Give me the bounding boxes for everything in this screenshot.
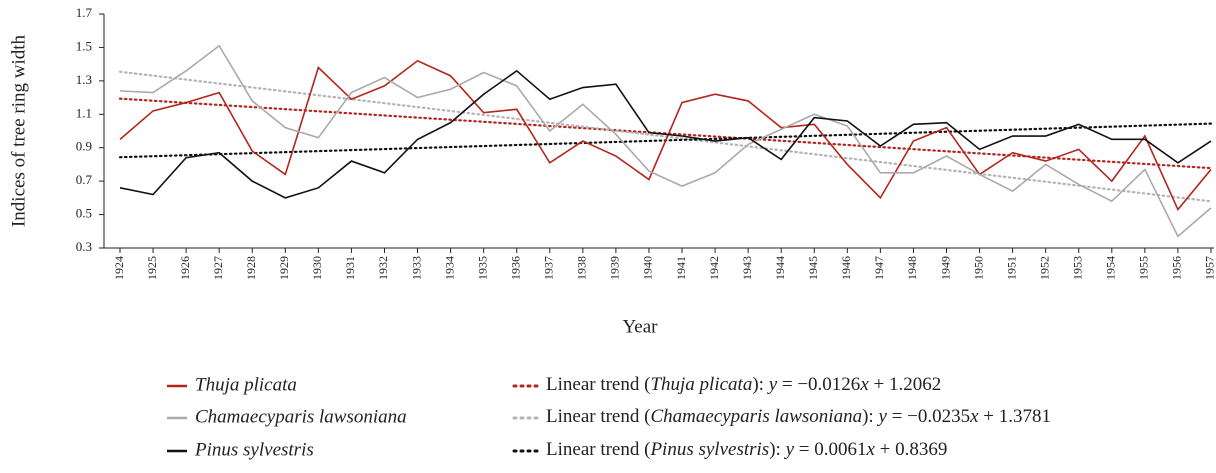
x-tick-label: 1937 bbox=[542, 256, 556, 280]
series-line bbox=[119, 69, 1212, 199]
legend-label-part: Linear trend ( bbox=[546, 374, 650, 395]
x-tick-label: 1940 bbox=[641, 256, 655, 280]
x-tick-label: 1954 bbox=[1104, 256, 1118, 280]
legend-label-part: x bbox=[969, 406, 979, 427]
legend-label: Pinus sylvestris bbox=[194, 439, 314, 460]
trend-line bbox=[118, 97, 1213, 170]
x-tick-label: 1927 bbox=[211, 256, 225, 280]
legend-label: Linear trend (Thuja plicata): y = −0.012… bbox=[546, 374, 941, 395]
x-tick-label: 1936 bbox=[508, 256, 522, 280]
x-tick-label: 1938 bbox=[575, 256, 589, 280]
y-tick-label: 0.7 bbox=[76, 172, 93, 187]
x-tick-label: 1956 bbox=[1170, 256, 1184, 280]
x-axis-title: Year bbox=[622, 316, 658, 337]
x-tick-label: 1951 bbox=[1004, 256, 1018, 280]
x-tick-label: 1939 bbox=[608, 256, 622, 280]
x-tick-label: 1944 bbox=[773, 256, 787, 280]
x-tick-label: 1942 bbox=[707, 256, 721, 280]
legend-label-part: + 0.8369 bbox=[875, 439, 947, 460]
legend-label-part: ): bbox=[862, 406, 878, 427]
legend-label-part: y bbox=[767, 374, 778, 395]
x-tick-label: 1925 bbox=[145, 256, 159, 280]
y-tick-label: 1.5 bbox=[76, 38, 92, 53]
legend-label: Linear trend (Chamaecyparis lawsoniana):… bbox=[546, 406, 1051, 427]
x-tick-label: 1953 bbox=[1070, 256, 1084, 280]
legend-label-part: Linear trend ( bbox=[546, 406, 650, 427]
legend-label: Linear trend (Pinus sylvestris): y = 0.0… bbox=[546, 439, 947, 460]
legend-label-part: + 1.3781 bbox=[979, 406, 1051, 427]
legend-label-part: = 0.0061 bbox=[794, 439, 866, 460]
x-tick-label: 1955 bbox=[1137, 256, 1151, 280]
legend-label: Thuja plicata bbox=[195, 374, 297, 395]
legend-label: Chamaecyparis lawsoniana bbox=[195, 406, 407, 427]
series-line bbox=[119, 44, 1212, 238]
x-tick-label: 1929 bbox=[277, 256, 291, 280]
legend-label-part: x bbox=[865, 439, 875, 460]
legend-label-part: y bbox=[784, 439, 795, 460]
y-tick-label: 1.7 bbox=[76, 5, 93, 20]
x-tick-label: 1949 bbox=[938, 256, 952, 280]
legend-label-part: = −0.0126 bbox=[777, 374, 860, 395]
series-line bbox=[119, 59, 1212, 212]
legend-label-part: + 1.2062 bbox=[869, 374, 941, 395]
legend-label-part: = −0.0235 bbox=[887, 406, 970, 427]
x-tick-label: 1926 bbox=[178, 256, 192, 280]
x-tick-label: 1946 bbox=[839, 256, 853, 280]
legend-label-part: Pinus sylvestris bbox=[649, 439, 769, 460]
x-tick-label: 1950 bbox=[971, 256, 985, 280]
x-tick-label: 1932 bbox=[376, 256, 390, 280]
y-axis-title: Indices of tree ring width bbox=[8, 34, 29, 227]
x-tick-label: 1947 bbox=[872, 256, 886, 280]
x-tick-label: 1924 bbox=[112, 256, 126, 280]
y-tick-label: 1.1 bbox=[76, 105, 92, 120]
x-tick-label: 1948 bbox=[905, 256, 919, 280]
y-tick-label: 0.9 bbox=[76, 139, 92, 154]
legend-label-part: x bbox=[859, 374, 869, 395]
x-tick-label: 1945 bbox=[806, 256, 820, 280]
y-tick-label: 0.5 bbox=[76, 206, 92, 221]
x-tick-label: 1952 bbox=[1037, 256, 1051, 280]
x-tick-label: 1930 bbox=[310, 256, 324, 280]
y-tick-label: 1.3 bbox=[76, 72, 92, 87]
trend-line bbox=[118, 70, 1213, 203]
x-tick-label: 1931 bbox=[343, 256, 357, 280]
x-tick-label: 1934 bbox=[442, 256, 456, 280]
y-tick-label: 0.3 bbox=[76, 239, 92, 254]
legend-label-part: ): bbox=[752, 374, 768, 395]
x-tick-label: 1957 bbox=[1203, 256, 1216, 280]
legend-label-part: y bbox=[876, 406, 887, 427]
legend-label-part: Chamaecyparis lawsoniana bbox=[650, 406, 862, 427]
x-tick-label: 1941 bbox=[674, 256, 688, 280]
x-tick-label: 1935 bbox=[475, 256, 489, 280]
legend-label-part: ): bbox=[769, 439, 785, 460]
x-tick-label: 1928 bbox=[244, 256, 258, 280]
legend-label-part: Thuja plicata bbox=[650, 374, 752, 395]
x-tick-label: 1933 bbox=[409, 256, 423, 280]
x-tick-label: 1943 bbox=[740, 256, 754, 280]
legend-label-part: Linear trend ( bbox=[546, 439, 650, 460]
